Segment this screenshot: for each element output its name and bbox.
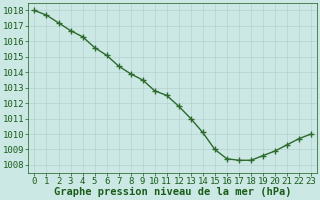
X-axis label: Graphe pression niveau de la mer (hPa): Graphe pression niveau de la mer (hPa) (54, 187, 292, 197)
